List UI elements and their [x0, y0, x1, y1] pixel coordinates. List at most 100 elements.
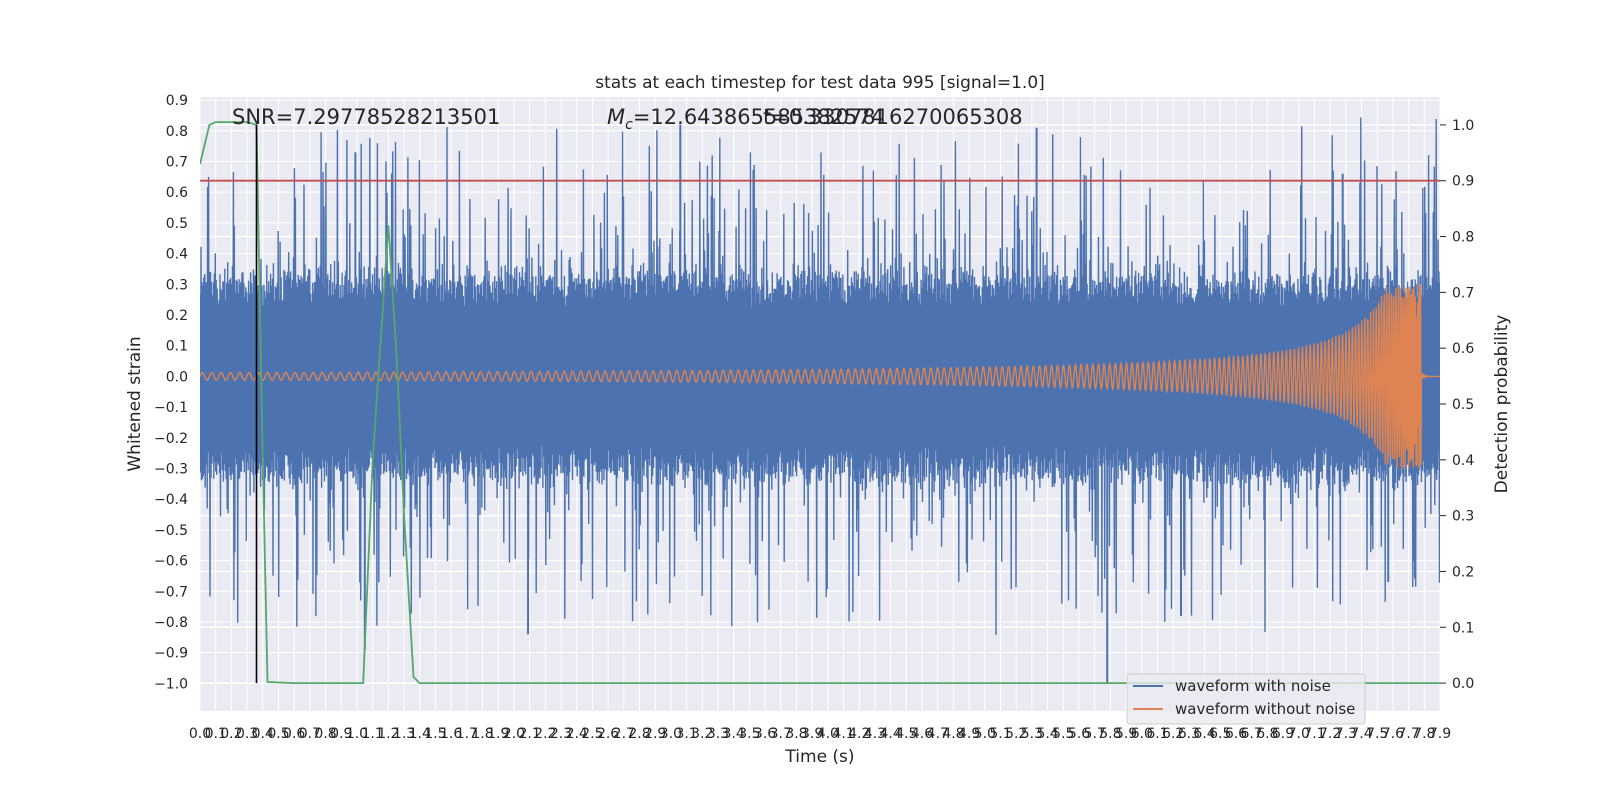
y2-tick-label: 1.0 — [1452, 118, 1474, 134]
y-tick-label: 0.3 — [166, 277, 188, 293]
y2-tick-label: 0.6 — [1452, 341, 1474, 357]
y2-tick-label: 0.5 — [1452, 397, 1474, 413]
x-tick-label: 3.7 — [770, 726, 792, 742]
x-tick-label: 4.0 — [817, 726, 839, 742]
y-tick-label: −0.8 — [154, 615, 188, 631]
chirp-mass-annotation: Mc=12.643865585382574 — [607, 105, 884, 133]
x-tick-label: 5.7 — [1084, 726, 1106, 742]
x-tick-label: 6.3 — [1178, 726, 1200, 742]
legend-label-with-noise: waveform with noise — [1175, 677, 1331, 695]
y-axis-label: Whitened strain — [125, 336, 145, 471]
x-tick-label: 7.3 — [1335, 726, 1357, 742]
y2-tick-label: 0.9 — [1452, 174, 1474, 190]
y-tick-label: −0.1 — [154, 400, 188, 416]
x-tick-label: 4.3 — [864, 726, 886, 742]
x-tick-label: 1.3 — [393, 726, 415, 742]
x-tick-label: 6.8 — [1256, 726, 1278, 742]
x-tick-label: 0.2 — [220, 726, 242, 742]
legend: waveform with noise waveform without noi… — [1126, 673, 1366, 725]
y-tick-label: −0.4 — [154, 492, 188, 508]
x-tick-label: 7.6 — [1382, 726, 1404, 742]
y-tick-label: 0.5 — [166, 216, 188, 232]
legend-label-without-noise: waveform without noise — [1175, 700, 1355, 718]
x-tick-label: 2.3 — [550, 726, 572, 742]
x-tick-label: 2.0 — [503, 726, 525, 742]
x-tick-label: 4.1 — [832, 726, 854, 742]
x-tick-label: 7.4 — [1350, 726, 1372, 742]
x-tick-label: 3.0 — [660, 726, 682, 742]
x-tick-label: 1.9 — [487, 726, 509, 742]
snr-annotation: SNR=7.29778528213501 — [232, 105, 500, 129]
x-tick-label: 5.4 — [1036, 726, 1058, 742]
y2-tick-label: 0.2 — [1452, 564, 1474, 580]
x-tick-label: 5.0 — [974, 726, 996, 742]
x-tick-label: 0.8 — [314, 726, 336, 742]
x-tick-label: 7.7 — [1397, 726, 1419, 742]
time-annotation: t=0.3307816270065308 — [763, 105, 1023, 129]
x-tick-labels: 0.00.10.20.30.40.50.60.70.80.91.01.11.21… — [189, 726, 1451, 742]
x-tick-label: 4.9 — [958, 726, 980, 742]
x-tick-label: 4.6 — [911, 726, 933, 742]
y2-tick-label: 0.8 — [1452, 230, 1474, 246]
x-tick-label: 5.6 — [1068, 726, 1090, 742]
x-tick-label: 1.5 — [424, 726, 446, 742]
x-tick-label: 0.7 — [299, 726, 321, 742]
y-tick-label: 0.1 — [166, 339, 188, 355]
legend-box — [1126, 673, 1366, 725]
x-tick-label: 6.9 — [1272, 726, 1294, 742]
x-tick-label: 2.9 — [644, 726, 666, 742]
x-tick-label: 1.8 — [471, 726, 493, 742]
x-tick-label: 4.2 — [848, 726, 870, 742]
x-tick-label: 1.1 — [362, 726, 384, 742]
x-tick-label: 2.6 — [597, 726, 619, 742]
y-tick-label: 0.7 — [166, 154, 188, 170]
y2-tick-labels: 1.0 0.9 0.8 0.7 0.6 0.5 0.4 0.3 0.2 0.1 0.0 — [1440, 118, 1474, 692]
x-tick-label: 7.1 — [1303, 726, 1325, 742]
y2-tick-label: 0.4 — [1452, 453, 1474, 469]
x-tick-label: 7.5 — [1366, 726, 1388, 742]
series-without-noise-line — [200, 285, 1440, 469]
y-tick-label: −1.0 — [154, 676, 188, 692]
x-tick-label: 6.5 — [1209, 726, 1231, 742]
x-tick-label: 0.5 — [267, 726, 289, 742]
x-tick-label: 0.6 — [283, 726, 305, 742]
y2-tick-label: 0.7 — [1452, 285, 1474, 301]
x-tick-label: 2.4 — [566, 726, 588, 742]
x-tick-label: 3.1 — [675, 726, 697, 742]
x-tick-label: 4.7 — [927, 726, 949, 742]
series-layer — [200, 117, 1440, 684]
x-tick-label: 0.4 — [252, 726, 274, 742]
x-tick-label: 4.4 — [880, 726, 902, 742]
series-with-noise-line — [200, 117, 1440, 635]
x-tick-label: 2.7 — [613, 726, 635, 742]
x-tick-label: 6.1 — [1146, 726, 1168, 742]
y-tick-label: −0.3 — [154, 461, 188, 477]
x-tick-label: 3.9 — [801, 726, 823, 742]
y-tick-label: 0.9 — [166, 93, 188, 109]
detection-probability-line — [200, 121, 1440, 684]
y-tick-labels: 0.9 0.8 0.7 0.6 0.5 0.4 0.3 0.2 0.1 0.0 −0.1 −0.2 −0… — [154, 93, 188, 692]
x-tick-label: 5.9 — [1115, 726, 1137, 742]
y2-tick-label: 0.3 — [1452, 509, 1474, 525]
x-tick-label: 5.3 — [1021, 726, 1043, 742]
y-tick-label: 0.2 — [166, 308, 188, 324]
y-tick-label: 0.6 — [166, 185, 188, 201]
x-tick-label: 5.5 — [1052, 726, 1074, 742]
x-tick-label: 7.8 — [1413, 726, 1435, 742]
x-tick-label: 5.8 — [1099, 726, 1121, 742]
x-tick-label: 6.6 — [1225, 726, 1247, 742]
x-tick-label: 4.8 — [942, 726, 964, 742]
x-tick-label: 3.4 — [723, 726, 745, 742]
x-tick-label: 7.0 — [1288, 726, 1310, 742]
chirp-mass-value: =12.643865585382574 — [633, 105, 884, 129]
x-tick-label: 0.1 — [205, 726, 227, 742]
chart-title: stats at each timestep for test data 995… — [595, 73, 1045, 93]
x-tick-label: 6.4 — [1193, 726, 1215, 742]
y-tick-label: −0.9 — [154, 646, 188, 662]
x-tick-label: 1.2 — [377, 726, 399, 742]
y2-tick-label: 0.0 — [1452, 676, 1474, 692]
y-tick-label: −0.7 — [154, 584, 188, 600]
x-axis-label: Time (s) — [784, 747, 854, 767]
x-tick-label: 5.2 — [1005, 726, 1027, 742]
x-tick-label: 1.6 — [440, 726, 462, 742]
